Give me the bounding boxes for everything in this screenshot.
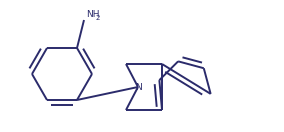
Text: N: N [135,83,141,92]
Text: 2: 2 [95,15,100,20]
Text: NH: NH [86,10,99,19]
